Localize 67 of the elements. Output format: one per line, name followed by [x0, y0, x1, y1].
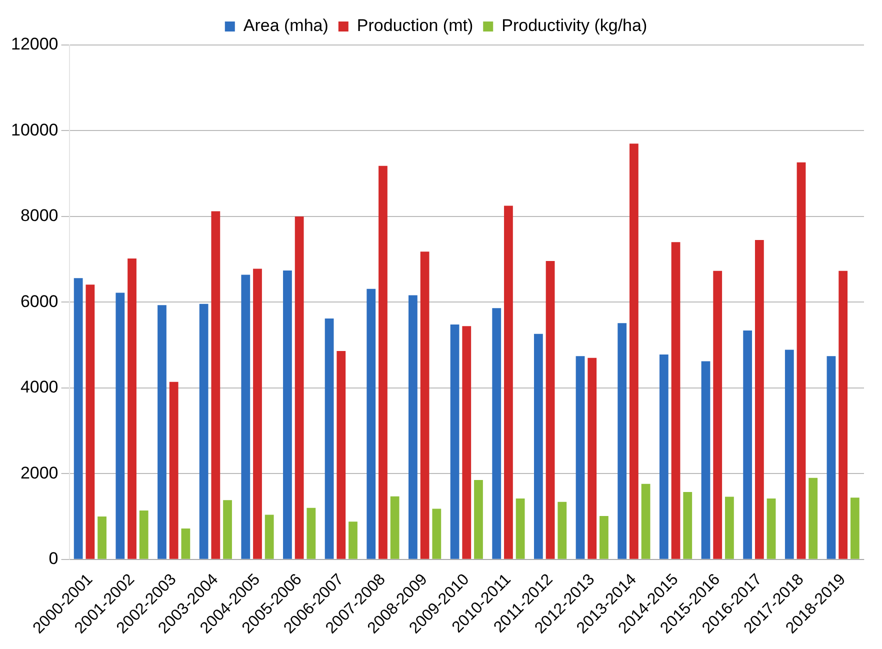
- y-tick-label: 2000: [20, 463, 58, 482]
- bar: [432, 508, 442, 559]
- bar: [754, 240, 764, 559]
- bar: [74, 278, 83, 559]
- bar: [618, 323, 627, 559]
- bar: [838, 270, 848, 559]
- bar: [504, 206, 513, 559]
- legend-label: Production (mt): [356, 16, 474, 36]
- bar: [283, 270, 292, 559]
- legend-label: Productivity (kg/ha): [502, 16, 648, 36]
- bar: [324, 318, 334, 559]
- bar: [784, 350, 794, 559]
- bar: [199, 304, 208, 559]
- bar: [264, 514, 274, 559]
- bar: [588, 358, 597, 559]
- y-tick-label: 8000: [20, 206, 58, 226]
- bar: [158, 305, 166, 559]
- bar: [492, 308, 502, 559]
- bar: [366, 288, 376, 559]
- y-tick-label: 10000: [10, 120, 58, 140]
- bar: [474, 480, 483, 559]
- bar: [211, 211, 220, 559]
- bar: [348, 522, 358, 559]
- bar: [139, 510, 148, 559]
- bar: [576, 356, 585, 559]
- bar: [128, 258, 136, 559]
- bar: [169, 382, 178, 559]
- bar: [420, 252, 430, 559]
- bar: [630, 144, 638, 559]
- bar: [253, 268, 262, 559]
- bar: [241, 274, 250, 559]
- y-tick-label: 6000: [20, 292, 58, 311]
- bar: [725, 496, 734, 559]
- bar: [408, 295, 418, 559]
- bar: [86, 284, 95, 559]
- bar: [306, 508, 316, 559]
- bar: [558, 502, 567, 559]
- y-tick-label: 4000: [20, 378, 58, 397]
- bar: [796, 162, 806, 559]
- bar: [743, 330, 752, 559]
- bar: [826, 356, 836, 559]
- bar: [223, 500, 232, 559]
- bar: [600, 516, 608, 559]
- bar: [641, 484, 650, 559]
- bar: [462, 326, 472, 559]
- legend-label: Area (mha): [243, 16, 328, 36]
- bar: [671, 242, 680, 559]
- bar: [683, 492, 692, 559]
- bar: [701, 361, 710, 559]
- y-tick-label: 0: [48, 549, 58, 568]
- bar: [98, 516, 106, 559]
- bar: [116, 292, 125, 559]
- bar: [390, 496, 400, 559]
- bar: [534, 334, 543, 559]
- y-tick-label: 12000: [10, 34, 58, 54]
- bar: [808, 478, 818, 559]
- bar: [766, 498, 776, 559]
- bar: [850, 498, 860, 559]
- bar: [546, 261, 555, 559]
- bar: [336, 351, 346, 559]
- bar: [181, 528, 190, 559]
- bar: [659, 354, 668, 559]
- bar: [713, 270, 722, 559]
- bar: [516, 498, 525, 559]
- bar: [450, 324, 460, 559]
- bar: [294, 216, 304, 559]
- bar: [378, 166, 388, 559]
